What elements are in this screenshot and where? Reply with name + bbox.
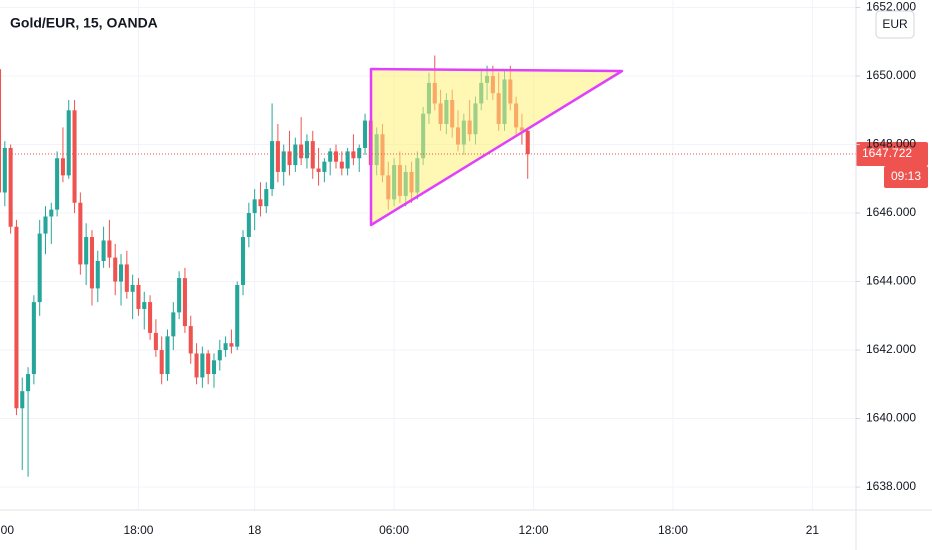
candle-body [223,343,228,351]
x-tick-label: 18 [248,523,262,537]
candle-body [2,147,7,193]
x-tick-label: 18:00 [123,523,153,537]
candle-body [89,237,95,289]
candle-body [258,199,263,207]
candle-body [43,216,48,234]
candle-body [264,189,269,207]
candle-body [357,147,362,159]
candle-body [101,240,106,261]
candle-body [14,226,19,409]
candle-body [84,237,89,265]
candle-body [165,336,170,375]
candle-body [26,374,31,392]
candle-body [287,151,292,166]
candle-body [316,168,321,172]
y-tick-label: 1648.000 [866,137,916,151]
candle-body [299,144,304,159]
last-price-label: 1647.722 [862,146,912,160]
candle-body [293,144,298,166]
x-tick-label: 18:00 [658,523,688,537]
y-tick-label: 1652.000 [866,0,916,14]
candle-body [0,69,2,193]
chart-title: Gold/EUR, 15, OANDA [10,15,158,31]
candle-body [107,240,112,258]
countdown-label: 09:13 [891,169,921,183]
candle-body [246,213,251,238]
candle-body [8,147,13,227]
candle-body [339,161,344,169]
currency-button[interactable] [875,10,915,39]
candle-body [333,151,339,162]
y-tick-label: 1646.000 [866,205,916,219]
candle-body [281,151,286,172]
candle-body [206,353,211,375]
candle-body [55,158,60,210]
candle-body [525,130,530,155]
candle-body [78,202,83,265]
candle-body [153,332,158,351]
candle-body [328,151,333,162]
candle-body [171,312,176,337]
currency-label[interactable]: EUR [882,17,908,31]
candle-body [118,264,124,282]
candle-body [322,161,327,172]
x-tick-label: 12:00 [519,523,549,537]
triangle-drawing[interactable] [369,67,624,227]
candle-body [200,353,205,378]
candle-body [136,284,141,309]
candle-body [217,350,222,361]
x-tick-label: 21 [806,523,820,537]
candle-body [345,151,350,169]
time-axis: 12:00 18:00 18 06:00 12:00 18:00 21 [0,523,819,537]
candle-body [159,350,164,375]
candle-body [95,260,100,289]
candle-body [66,110,71,176]
candle-body [310,141,315,169]
candle-body [72,110,77,203]
x-tick-label: 12:00 [0,523,14,537]
candle-body [270,141,275,190]
candle-body [124,264,129,292]
x-tick-label: 06:00 [379,523,409,537]
candle-body [304,141,309,159]
overlay: 1647.722 09:13 [0,142,928,189]
candle-body [31,302,36,375]
candle-body [252,199,257,214]
candle-body [211,360,217,375]
candle-body [241,237,246,285]
candle-body [177,278,182,313]
candle-body [235,284,240,347]
y-tick-label: 1650.000 [866,68,916,82]
candle-body [182,278,187,327]
candle-body [20,391,25,409]
countdown-badge [884,166,928,189]
candle-body [188,326,193,354]
price-axis: 1638.000 1640.000 1642.000 1644.000 1646.000… [856,0,916,493]
candle-body [130,284,135,292]
candle-body [363,120,368,148]
y-tick-label: 1642.000 [866,342,916,356]
y-tick-label: 1644.000 [866,274,916,288]
candle-body [275,141,280,172]
candle-body [37,233,42,303]
candle-body [49,209,54,217]
candle-body [148,302,153,333]
candle-body [194,353,199,378]
y-tick-label: 1638.000 [866,479,916,493]
candle-body [229,343,234,347]
candle-body [142,302,147,309]
candle-body [113,257,118,282]
y-tick-label: 1640.000 [866,411,916,425]
candle-body [351,151,356,159]
candle-body [60,158,65,176]
last-price-badge [856,142,928,167]
